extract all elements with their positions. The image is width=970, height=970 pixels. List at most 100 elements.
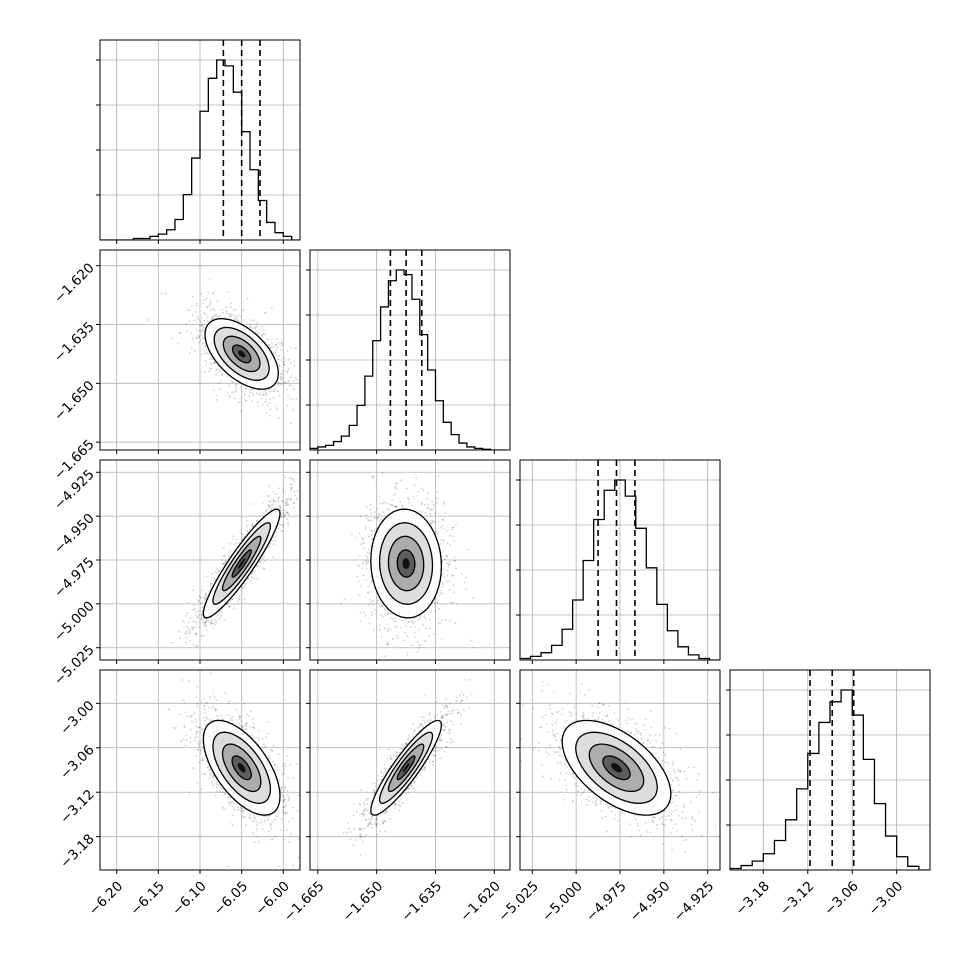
- scatter-point: [420, 487, 423, 490]
- scatter-point: [258, 332, 260, 334]
- scatter-point: [289, 483, 292, 486]
- scatter-point: [256, 519, 259, 522]
- scatter-point: [367, 548, 370, 551]
- scatter-point: [284, 806, 287, 808]
- scatter-point: [189, 631, 192, 633]
- scatter-point: [202, 343, 205, 345]
- scatter-point: [243, 598, 246, 601]
- scatter-point: [221, 563, 224, 566]
- scatter-point: [289, 384, 292, 387]
- scatter-point: [239, 387, 242, 389]
- scatter-point: [196, 316, 198, 318]
- scatter-point: [226, 603, 229, 605]
- scatter-point: [210, 772, 213, 775]
- scatter-point: [238, 597, 241, 600]
- scatter-point: [406, 634, 408, 637]
- scatter-point: [249, 528, 251, 531]
- scatter-point: [437, 527, 439, 530]
- scatter-point: [445, 529, 448, 532]
- scatter-point: [210, 620, 213, 622]
- scatter-point: [252, 394, 255, 397]
- scatter-point: [415, 477, 418, 479]
- scatter-point: [452, 535, 454, 538]
- scatter-point: [374, 608, 376, 611]
- scatter-point: [386, 613, 389, 616]
- scatter-point: [441, 581, 444, 584]
- scatter-point: [215, 394, 218, 397]
- scatter-point: [228, 555, 231, 558]
- scatter-point: [206, 306, 209, 308]
- scatter-point: [204, 345, 207, 348]
- scatter-point: [243, 536, 245, 538]
- scatter-point: [361, 537, 363, 540]
- scatter-point: [265, 816, 268, 818]
- panel-content: [100, 40, 300, 240]
- scatter-point: [222, 547, 225, 549]
- scatter-point: [431, 519, 434, 522]
- scatter-point: [394, 488, 396, 490]
- scatter-point: [461, 573, 463, 575]
- scatter-point: [242, 588, 244, 590]
- scatter-point: [272, 556, 274, 558]
- scatter-point: [365, 514, 368, 517]
- scatter-point: [213, 389, 216, 392]
- scatter-point: [272, 500, 275, 502]
- scatter-point: [253, 815, 256, 817]
- scatter-point: [277, 381, 280, 383]
- scatter-point: [435, 502, 438, 505]
- scatter-point: [426, 492, 429, 495]
- scatter-point: [284, 501, 287, 504]
- scatter-point: [199, 596, 202, 598]
- scatter-point: [211, 292, 214, 295]
- scatter-point: [196, 702, 199, 705]
- scatter-point: [225, 310, 228, 313]
- scatter-point: [465, 576, 467, 579]
- scatter-point: [284, 787, 287, 789]
- scatter-point: [293, 360, 295, 363]
- scatter-point: [436, 532, 439, 535]
- scatter-point: [386, 611, 389, 614]
- scatter-point: [446, 562, 448, 565]
- scatter-point: [257, 401, 260, 404]
- scatter-point: [200, 331, 203, 334]
- scatter-point: [441, 560, 444, 563]
- scatter-point: [245, 525, 248, 528]
- scatter-point: [256, 577, 259, 580]
- scatter-point: [202, 606, 204, 609]
- scatter-point: [395, 626, 398, 629]
- scatter-point: [220, 615, 222, 617]
- scatter-point: [198, 613, 201, 616]
- scatter-point: [377, 515, 380, 518]
- scatter-point: [210, 318, 213, 320]
- scatter-point: [276, 338, 278, 341]
- scatter-point: [195, 337, 198, 340]
- scatter-point: [378, 624, 381, 626]
- scatter-point: [373, 516, 376, 519]
- scatter-point: [437, 520, 440, 523]
- scatter-point: [242, 533, 245, 536]
- scatter-point: [253, 736, 256, 739]
- scatter-point: [252, 392, 254, 395]
- scatter-point: [430, 522, 432, 525]
- scatter-point: [386, 641, 389, 644]
- scatter-point: [202, 596, 205, 599]
- scatter-point: [188, 320, 191, 323]
- scatter-point: [411, 621, 414, 623]
- scatter-point: [188, 621, 190, 624]
- scatter-point: [260, 335, 263, 337]
- scatter-point: [203, 299, 206, 301]
- scatter-point: [258, 841, 260, 844]
- scatter-point: [235, 309, 238, 311]
- scatter-point: [203, 371, 206, 373]
- scatter-point: [266, 338, 269, 341]
- scatter-point: [200, 353, 203, 356]
- scatter-point: [377, 599, 379, 602]
- scatter-point: [277, 342, 280, 344]
- scatter-point: [361, 567, 364, 570]
- scatter-point: [212, 774, 215, 777]
- scatter-point: [290, 487, 293, 490]
- scatter-point: [387, 612, 389, 615]
- scatter-point: [247, 577, 250, 580]
- scatter-point: [268, 398, 271, 400]
- scatter-point: [210, 618, 213, 621]
